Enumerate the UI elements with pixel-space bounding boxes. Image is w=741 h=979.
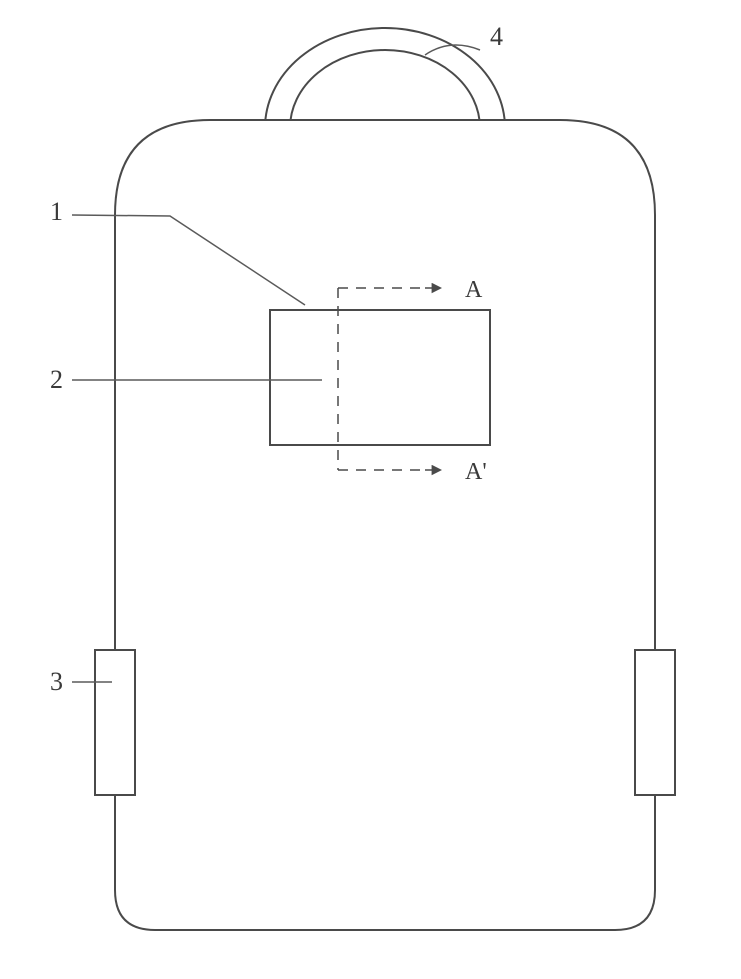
handle-inner — [290, 50, 480, 128]
label-2: 2 — [50, 365, 63, 394]
leader-4 — [425, 45, 480, 55]
label-4: 4 — [490, 22, 503, 51]
section-label-ap: A' — [465, 459, 487, 485]
diagram-canvas: A A' 1 2 3 4 — [0, 0, 741, 979]
side-tab-right — [635, 650, 675, 795]
bag-body — [115, 120, 655, 930]
label-1: 1 — [50, 197, 63, 226]
label-3: 3 — [50, 667, 63, 696]
section-label-a: A — [465, 277, 483, 303]
side-tab-left — [95, 650, 135, 795]
handle-outer — [265, 28, 505, 128]
